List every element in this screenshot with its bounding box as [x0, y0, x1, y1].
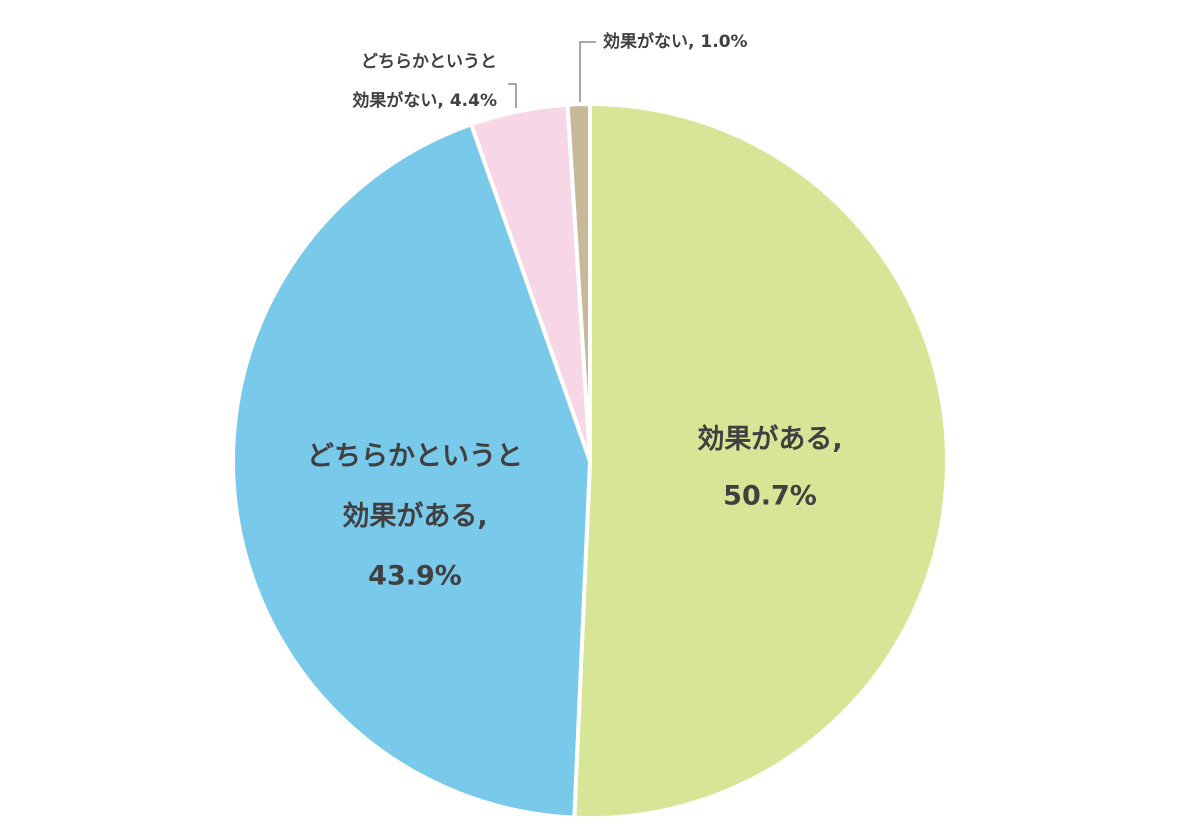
- value-label: 4.4%: [450, 91, 497, 111]
- data-label: 効果がある,: [697, 423, 842, 455]
- category-label: 効果がある,: [697, 423, 842, 455]
- data-label: どちらかというと: [307, 441, 523, 472]
- pie-slice: [231, 122, 592, 820]
- value-label: 50.7%: [723, 481, 817, 512]
- value-label: 1.0%: [700, 32, 747, 52]
- category-label: 効果がない,: [603, 31, 694, 52]
- pie-slice: [572, 102, 949, 820]
- pie-slice: [565, 102, 592, 463]
- leader-line: [508, 83, 517, 108]
- data-label: 効果がない, 1.0%: [603, 31, 748, 52]
- category-label: 効果がない,: [352, 90, 443, 111]
- data-label: どちらかというと: [361, 52, 497, 72]
- value-label: 43.9%: [368, 561, 462, 592]
- category-label: 効果がある,: [342, 500, 487, 532]
- data-label: 効果がない, 4.4%: [352, 90, 497, 111]
- category-label: どちらかというと: [307, 441, 523, 472]
- category-label: どちらかというと: [361, 52, 497, 72]
- data-label: 効果がある,: [342, 500, 487, 532]
- leader-line: [579, 41, 596, 103]
